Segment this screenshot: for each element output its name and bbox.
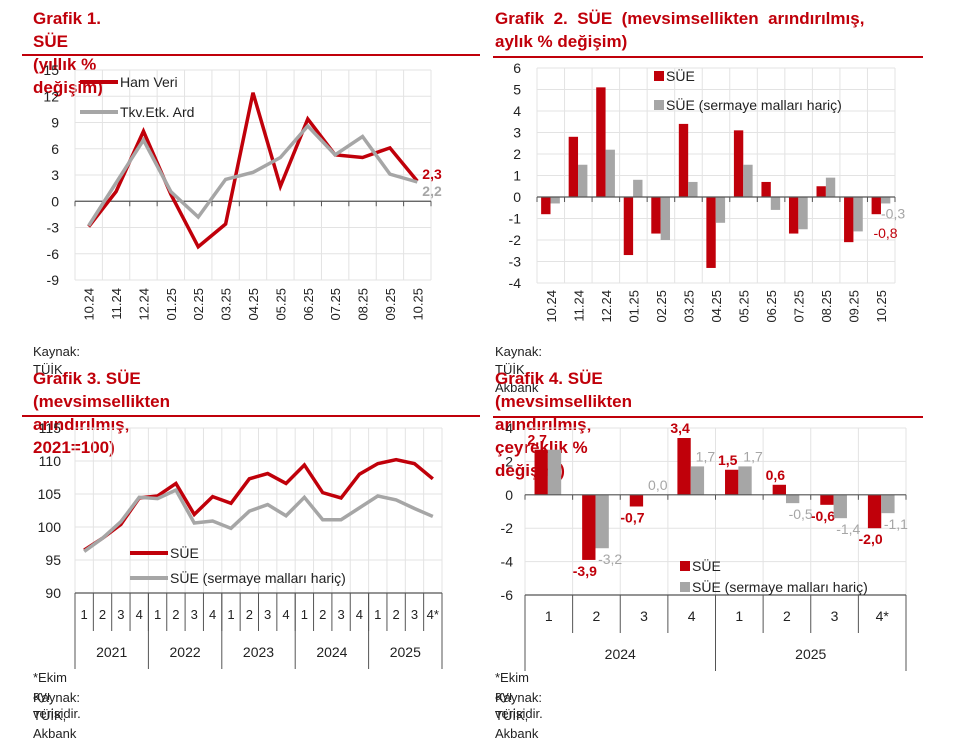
bar-sue-ex-capital bbox=[738, 466, 751, 494]
x-group-label: 2024 bbox=[605, 646, 636, 662]
data-label: 1,7 bbox=[743, 448, 763, 464]
x-tick-label: 3 bbox=[640, 608, 648, 624]
x-tick-label: 3 bbox=[831, 608, 839, 624]
bar-sue bbox=[868, 495, 881, 528]
y-tick-label: 4 bbox=[505, 420, 513, 436]
legend-label: SÜE (sermaye malları hariç) bbox=[692, 578, 868, 595]
x-tick-label: 1 bbox=[545, 608, 553, 624]
bar-sue bbox=[773, 485, 786, 495]
bar-sue-ex-capital bbox=[548, 450, 561, 495]
bar-sue-ex-capital bbox=[691, 466, 704, 494]
x-tick-label: 1 bbox=[735, 608, 743, 624]
y-tick-label: 2 bbox=[505, 453, 513, 469]
bar-sue bbox=[677, 438, 690, 495]
x-group-label: 2025 bbox=[795, 646, 826, 662]
data-label: -0,5 bbox=[789, 506, 813, 522]
data-label: -2,0 bbox=[859, 531, 883, 547]
bar-sue-ex-capital bbox=[786, 495, 799, 503]
data-label: 2,7 bbox=[527, 432, 547, 448]
y-tick-label: -6 bbox=[501, 587, 514, 603]
data-label: -0,6 bbox=[811, 508, 835, 524]
bar-sue bbox=[725, 470, 738, 495]
bar-sue bbox=[630, 495, 643, 507]
legend-swatch bbox=[680, 561, 690, 571]
legend-label: SÜE bbox=[692, 557, 721, 574]
data-label: -3,2 bbox=[598, 551, 622, 567]
data-label: -3,9 bbox=[573, 563, 597, 579]
data-label: 0,6 bbox=[766, 467, 786, 483]
bar-sue-ex-capital bbox=[834, 495, 847, 518]
x-tick-label: 4* bbox=[876, 608, 890, 624]
data-label: 3,4 bbox=[670, 420, 690, 436]
y-tick-label: -2 bbox=[501, 520, 514, 536]
data-label: 0,0 bbox=[648, 477, 668, 493]
bar-sue bbox=[820, 495, 833, 505]
x-tick-label: 2 bbox=[783, 608, 791, 624]
data-label: 1,5 bbox=[718, 452, 738, 468]
bar-sue-ex-capital bbox=[595, 495, 608, 548]
x-tick-label: 4 bbox=[688, 608, 696, 624]
y-tick-label: 0 bbox=[505, 487, 513, 503]
chart-4-plot: 4 2 0 -2 -4 -6 2,7 -3,9 -0,7 3,4 1,5 0,6 -0,6 -2,0 -3,… bbox=[0, 0, 960, 724]
bar-sue bbox=[582, 495, 595, 560]
data-label: -1,1 bbox=[884, 516, 908, 532]
data-label: 1,7 bbox=[696, 448, 716, 464]
y-tick-label: -4 bbox=[501, 554, 514, 570]
x-tick-label: 2 bbox=[593, 608, 601, 624]
bar-sue-ex-capital bbox=[881, 495, 894, 513]
data-label: -1,4 bbox=[836, 521, 860, 537]
legend-swatch bbox=[680, 582, 690, 592]
chart-4-source: Kaynak: TÜİK, Akbank bbox=[495, 689, 542, 743]
data-label: -0,7 bbox=[620, 509, 644, 525]
bar-sue bbox=[535, 450, 548, 495]
